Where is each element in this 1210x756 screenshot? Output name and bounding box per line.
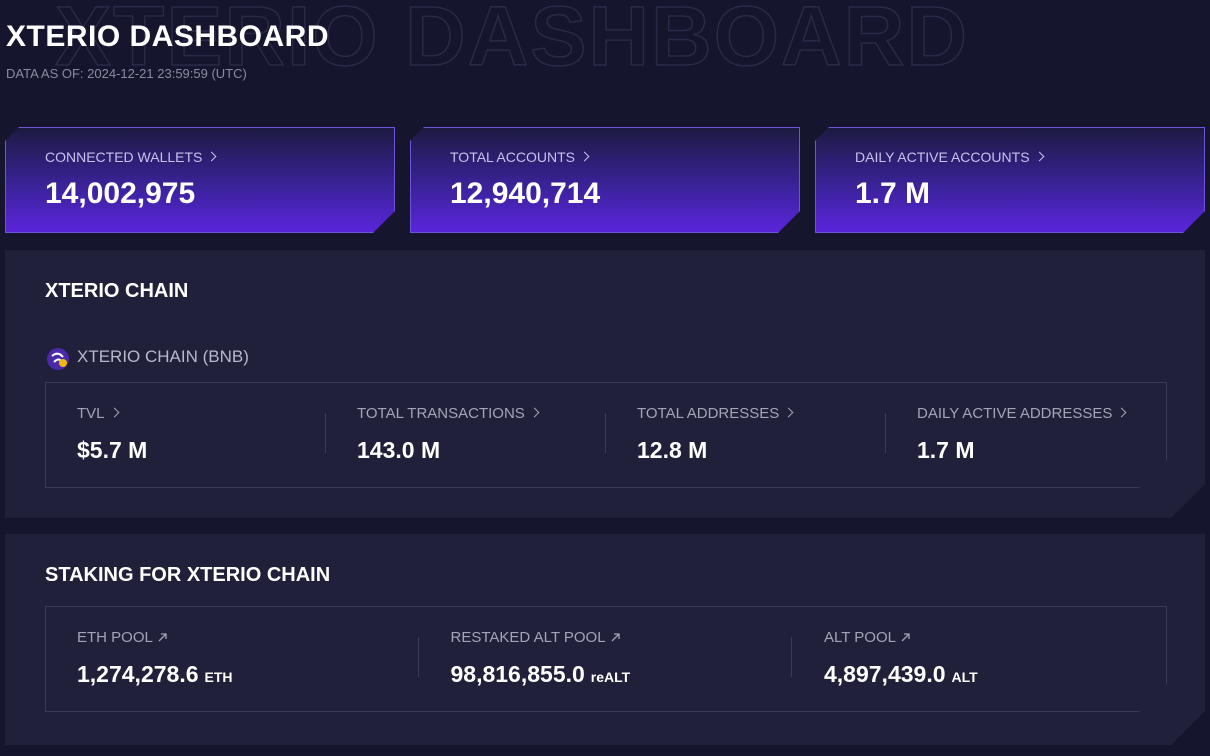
stat-value: 143.0 M [357,437,440,464]
card-label[interactable]: CONNECTED WALLETS [45,149,217,165]
stat-label[interactable]: TVL [77,405,118,422]
pool-value: 1,274,278.6 ETH [77,661,233,688]
chevron-icon [206,151,217,162]
card-label-text: TOTAL ACCOUNTS [450,149,575,165]
staking-section: STAKING FOR XTERIO CHAIN ETH POOL 1,274,2… [5,534,1205,745]
stat-label[interactable]: TOTAL TRANSACTIONS [357,405,538,422]
stat-value: 12.8 M [637,437,707,464]
section-title: STAKING FOR XTERIO CHAIN [45,564,331,586]
pool-label[interactable]: RESTAKED ALT POOL [451,629,620,646]
pool-label[interactable]: ALT POOL [824,629,910,646]
external-link-icon [158,629,167,646]
chevron-icon [529,408,539,418]
chain-icon [46,347,70,371]
pool-value-text: 4,897,439.0 [824,661,946,687]
chevron-icon [579,151,590,162]
pool-value: 98,816,855.0 reALT [451,661,631,688]
pool-label[interactable]: ETH POOL [77,629,167,646]
pool-value: 4,897,439.0 ALT [824,661,978,688]
card-value: 14,002,975 [45,177,195,211]
pool-label-text: RESTAKED ALT POOL [450,629,606,646]
summary-card[interactable]: TOTAL ACCOUNTS 12,940,714 [410,127,800,233]
stat-value-text: $5.7 M [77,437,148,463]
stat-value: 1.7 M [917,437,975,464]
card-value: 1.7 M [855,177,930,211]
external-link-icon [901,629,910,646]
summary-card[interactable]: CONNECTED WALLETS 14,002,975 [5,127,395,233]
pool-label-text: ALT POOL [824,629,896,646]
divider [791,637,792,677]
stat-label[interactable]: TOTAL ADDRESSES [637,405,792,422]
card-value: 12,940,714 [450,177,600,211]
section-title: XTERIO CHAIN [45,280,189,302]
divider [418,637,419,677]
divider [605,413,606,453]
card-value-text: 12,940,714 [450,177,601,210]
card-value-text: 1.7 M [855,177,931,210]
divider [325,413,326,453]
stat-value-text: 143.0 M [357,437,441,463]
stat-label-text: DAILY ACTIVE ADDRESSES [917,405,1113,422]
stat-value: $5.7 M [77,437,147,464]
card-value-text: 14,002,975 [45,177,196,210]
stat-value-text: 12.8 M [637,437,708,463]
pool-label-text: ETH POOL [77,629,153,646]
card-label[interactable]: DAILY ACTIVE ACCOUNTS [855,149,1044,165]
pool-unit: ETH [204,669,233,685]
chevron-icon [1034,151,1044,162]
watermark: XTERIO DASHBOARD [54,0,970,84]
card-label[interactable]: TOTAL ACCOUNTS [450,149,590,165]
card-label-text: CONNECTED WALLETS [45,149,203,165]
divider [885,413,886,453]
pool-value-text: 1,274,278.6 [77,661,199,687]
data-timestamp: DATA AS OF: 2024-12-21 23:59:59 (UTC) [6,66,247,81]
stat-label-text: TOTAL ADDRESSES [637,405,780,422]
chain-section: XTERIO CHAIN XTERIO CHAIN (BNB) TVL $5.7 … [5,250,1205,518]
page-title: XTERIO DASHBOARD [6,20,330,53]
pool-value-text: 98,816,855.0 [450,661,585,687]
stat-label-text: TOTAL TRANSACTIONS [357,405,525,422]
stat-label-text: TVL [77,405,105,422]
summary-card[interactable]: DAILY ACTIVE ACCOUNTS 1.7 M [815,127,1205,233]
pool-unit: reALT [590,669,631,685]
chevron-icon [109,408,119,418]
external-link-icon [611,629,620,646]
chevron-icon [1117,408,1127,418]
chevron-icon [784,408,794,418]
stat-label[interactable]: DAILY ACTIVE ADDRESSES [917,405,1125,422]
chain-stats: TVL $5.7 M TOTAL TRANSACTIONS 143.0 M TOTAL … [45,382,1167,488]
pool-unit: ALT [951,669,978,685]
staking-pools: ETH POOL 1,274,278.6 ETH RESTAKED ALT POOL 9… [45,606,1167,712]
network-name: XTERIO CHAIN (BNB) [77,347,249,366]
card-label-text: DAILY ACTIVE ACCOUNTS [855,149,1030,165]
stat-value-text: 1.7 M [917,437,975,463]
